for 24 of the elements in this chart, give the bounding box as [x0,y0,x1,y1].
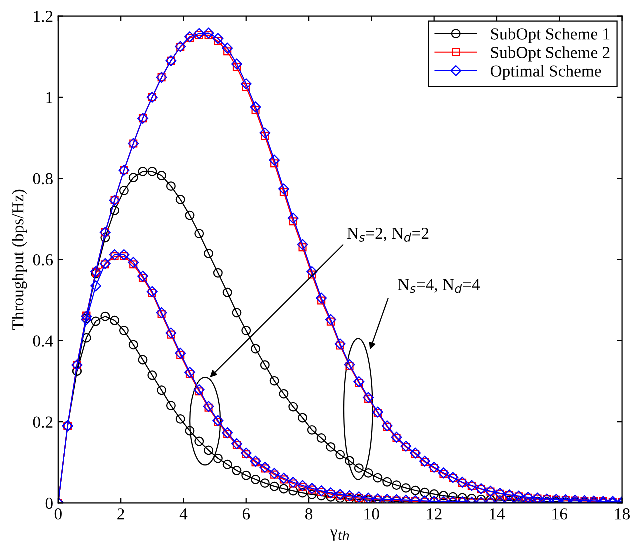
x-tick-label: 16 [552,508,568,520]
x-tick-label: 6 [242,508,250,520]
x-tick-label: 10 [364,508,380,520]
y-tick-label: 1.2 [34,11,53,22]
y-tick-label: 0.8 [33,173,53,185]
y-axis-title: Throughput (bps/Hz) [12,190,28,330]
legend-label: SubOpt Scheme 2 [491,46,610,62]
y-tick-label: 0 [46,498,53,510]
y-tick-label: 0.2 [33,416,53,428]
annotation: N$_{s}$=4, N$_{d}$=4 [398,279,480,294]
x-tick-label: 12 [427,508,442,520]
x-tick-label: 4 [180,508,188,520]
x-tick-label: 14 [490,508,506,520]
x-tick-label: 18 [615,508,630,520]
x-axis-title: γ$_{th}$ [330,530,350,541]
legend-label: SubOpt Scheme 1 [491,28,610,44]
x-tick-label: 8 [306,508,313,520]
y-tick-label: 0.4 [33,336,54,347]
y-tick-label: 1 [46,92,53,104]
x-tick-label: 2 [118,508,124,520]
annotation: N$_{s}$=2, N$_{d}$=2 [347,228,429,242]
y-tick-label: 0.6 [33,254,54,266]
legend-label: Optimal Scheme [490,65,602,80]
x-tick-label: 0 [54,508,62,520]
